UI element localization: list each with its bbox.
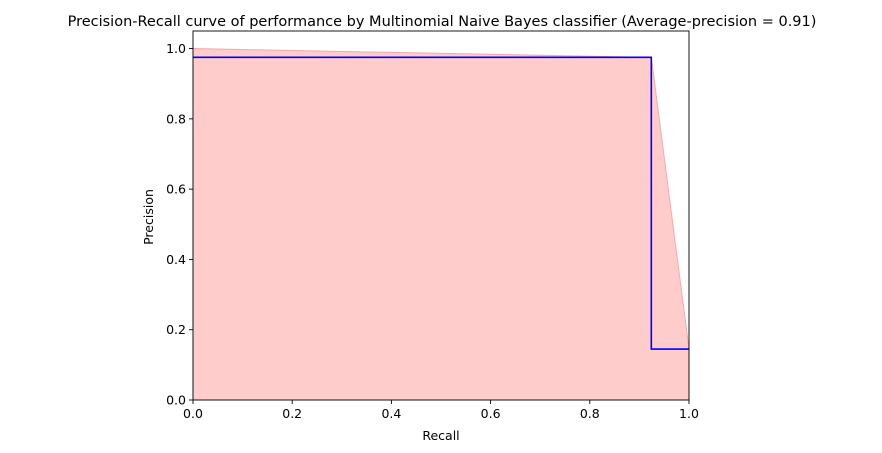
precision-recall-step-line (193, 56, 689, 350)
y-tick-label: 0.6 (166, 182, 186, 197)
y-tick-label: 0.4 (166, 252, 186, 267)
x-axis: 0.0 0.2 0.4 0.6 0.8 1.0 (183, 400, 699, 421)
x-tick-label: 0.2 (282, 406, 302, 421)
y-tick-label: 0.8 (166, 111, 186, 126)
x-tick-label: 1.0 (679, 406, 699, 421)
y-axis: 0.0 0.2 0.4 0.6 0.8 1.0 (166, 41, 193, 408)
plot-area (192, 30, 690, 401)
plot-frame (192, 30, 690, 401)
chart-title: Precision-Recall curve of performance by… (68, 14, 817, 30)
y-tick-label: 1.0 (166, 41, 186, 56)
x-axis-label: Recall (422, 428, 459, 443)
x-tick-label: 0.0 (183, 406, 203, 421)
y-tick-label: 0.0 (166, 393, 186, 408)
x-tick-label: 0.8 (580, 406, 600, 421)
precision-fill-area (192, 48, 690, 401)
x-tick-label: 0.4 (381, 406, 401, 421)
y-axis-label: Precision (141, 189, 156, 245)
x-tick-label: 0.6 (481, 406, 501, 421)
y-tick-label: 0.2 (166, 322, 186, 337)
